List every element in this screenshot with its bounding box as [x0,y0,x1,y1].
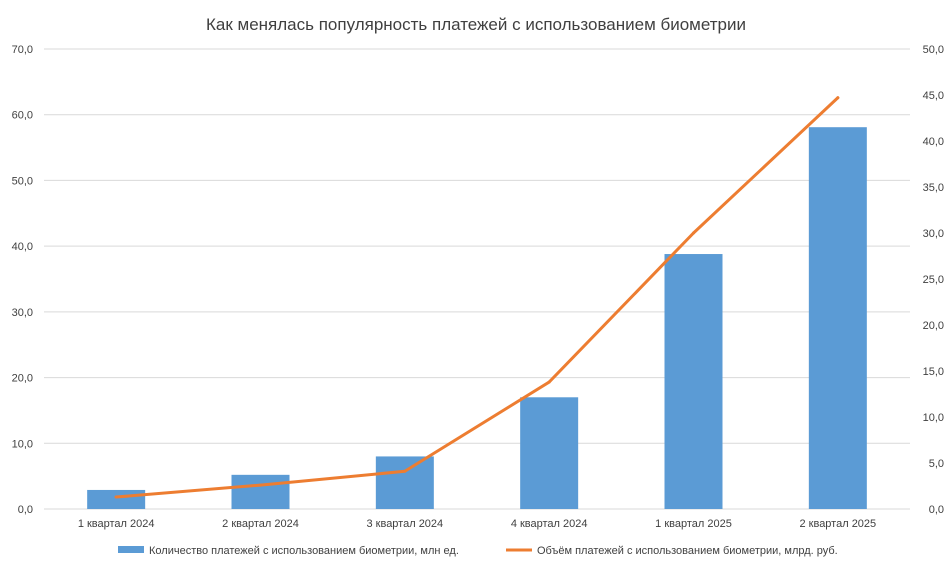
bar-series [87,127,867,509]
right-tick-label: 45,0 [923,90,944,102]
legend-label-line: Объём платежей с использованием биометри… [537,545,838,557]
line-point [114,495,118,499]
x-axis-ticks: 1 квартал 2024 2 квартал 2024 3 квартал 20… [78,518,876,530]
line-point [692,231,695,235]
gridlines [44,48,910,510]
right-tick-label: 25,0 [923,274,944,286]
line-point [259,483,262,487]
left-tick-label: 60,0 [12,110,33,122]
left-tick-label: 0,0 [18,504,33,516]
legend: Количество платежей с использованием био… [118,545,838,557]
right-tick-label: 40,0 [923,136,944,148]
line-point [547,380,551,384]
left-tick-label: 50,0 [12,175,33,187]
right-tick-label: 50,0 [923,44,944,56]
right-axis-ticks: 0,0 5,0 10,0 15,0 20,0 25,0 30,0 35,0 40,0 45,0 50… [923,44,944,516]
bar [664,254,723,509]
right-tick-label: 20,0 [923,320,944,332]
x-tick-label: 1 квартал 2024 [78,518,155,530]
series-line [114,96,840,499]
left-tick-label: 20,0 [12,373,33,385]
line-point [836,96,840,100]
left-tick-label: 70,0 [12,44,33,56]
x-tick-label: 4 квартал 2024 [511,518,588,530]
bar [231,474,290,509]
legend-swatch-bars [118,546,144,553]
legend-label-bars: Количество платежей с использованием био… [149,545,459,557]
bar [808,127,867,509]
x-tick-label: 2 квартал 2025 [799,518,876,530]
right-tick-label: 10,0 [923,412,944,424]
left-tick-label: 30,0 [12,307,33,319]
left-tick-label: 10,0 [12,438,33,450]
line-point [403,469,407,473]
right-tick-label: 35,0 [923,182,944,194]
left-tick-label: 40,0 [12,241,33,253]
right-tick-label: 0,0 [929,504,944,516]
x-tick-label: 3 квартал 2024 [366,518,443,530]
line-series [114,96,840,499]
bar [520,397,579,509]
x-tick-label: 2 квартал 2024 [222,518,299,530]
right-tick-label: 30,0 [923,228,944,240]
bar [87,489,146,509]
x-tick-label: 1 квартал 2025 [655,518,732,530]
left-axis-ticks: 0,0 10,0 20,0 30,0 40,0 50,0 60,0 70,0 [12,44,33,516]
right-tick-label: 15,0 [923,366,944,378]
right-tick-label: 5,0 [929,458,944,470]
bar [375,456,434,509]
chart-title: Как менялась популярность платежей с исп… [206,15,746,34]
